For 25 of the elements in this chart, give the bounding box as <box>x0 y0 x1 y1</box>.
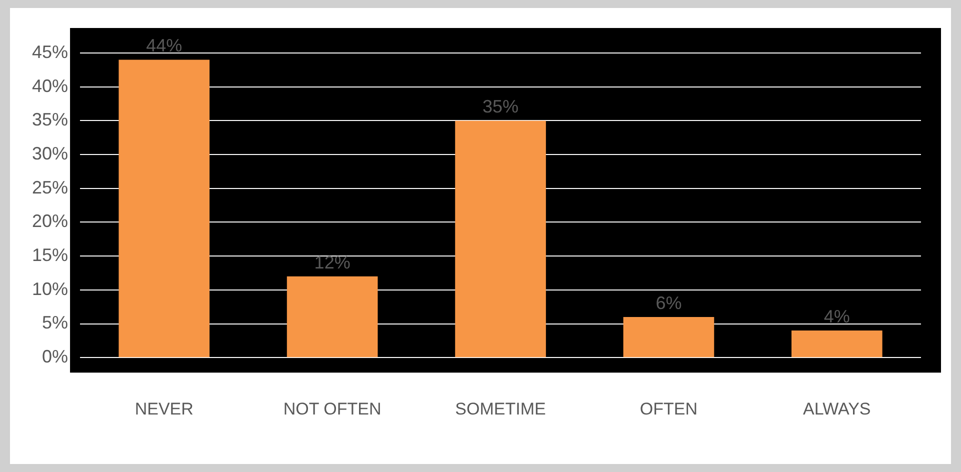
bar <box>455 120 546 358</box>
data-label: 4% <box>824 306 850 326</box>
bar <box>623 316 714 358</box>
bar <box>118 60 210 358</box>
bar <box>286 276 378 358</box>
y-tick-label: 10% <box>32 278 68 299</box>
data-label: 12% <box>314 252 350 272</box>
x-tick-label: ALWAYS <box>803 399 871 418</box>
y-tick-label: 5% <box>42 312 68 333</box>
data-label: 35% <box>482 96 519 117</box>
y-tick-label: 30% <box>32 144 68 164</box>
y-tick-label: 15% <box>32 245 68 266</box>
y-tick-label: 40% <box>32 76 68 96</box>
x-tick-label: SOMETIME <box>455 399 546 418</box>
y-tick-label: 45% <box>32 42 68 62</box>
y-tick-label: 25% <box>32 177 68 198</box>
y-tick-label: 0% <box>42 346 68 367</box>
bar <box>791 330 882 358</box>
data-label: 44% <box>146 36 182 56</box>
x-tick-label: NOT OFTEN <box>283 399 382 418</box>
x-tick-label: OFTEN <box>640 399 698 418</box>
y-tick-label: 35% <box>32 110 68 130</box>
y-tick-label: 20% <box>32 211 68 232</box>
x-tick-label: NEVER <box>134 399 194 418</box>
data-label: 6% <box>656 292 682 313</box>
